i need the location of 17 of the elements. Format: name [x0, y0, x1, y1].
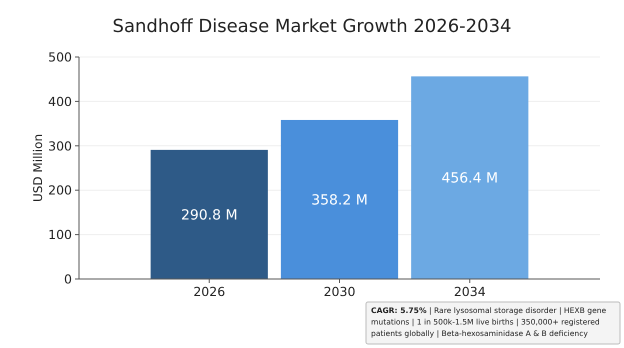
data-label: 358.2 M — [311, 192, 368, 208]
y-tick-label: 500 — [48, 50, 72, 64]
x-tick-label: 2030 — [324, 284, 356, 299]
data-label: 456.4 M — [441, 170, 498, 187]
x-tick-label: 2026 — [193, 284, 226, 299]
y-tick-label: 400 — [48, 94, 72, 109]
y-tick-label: 300 — [48, 138, 72, 154]
y-tick-label: 0 — [64, 272, 72, 286]
y-tick-label: 100 — [48, 227, 72, 242]
data-label: 290.8 M — [180, 207, 238, 224]
y-tick-label: 200 — [48, 182, 72, 198]
bar — [411, 76, 528, 279]
bar — [150, 150, 268, 279]
bar — [280, 120, 398, 279]
x-tick-label: 2034 — [454, 284, 486, 299]
y-axis-title: USD Million — [31, 134, 45, 202]
chart-title: Sandhoff Disease Market Growth 2026-2034 — [112, 16, 512, 37]
